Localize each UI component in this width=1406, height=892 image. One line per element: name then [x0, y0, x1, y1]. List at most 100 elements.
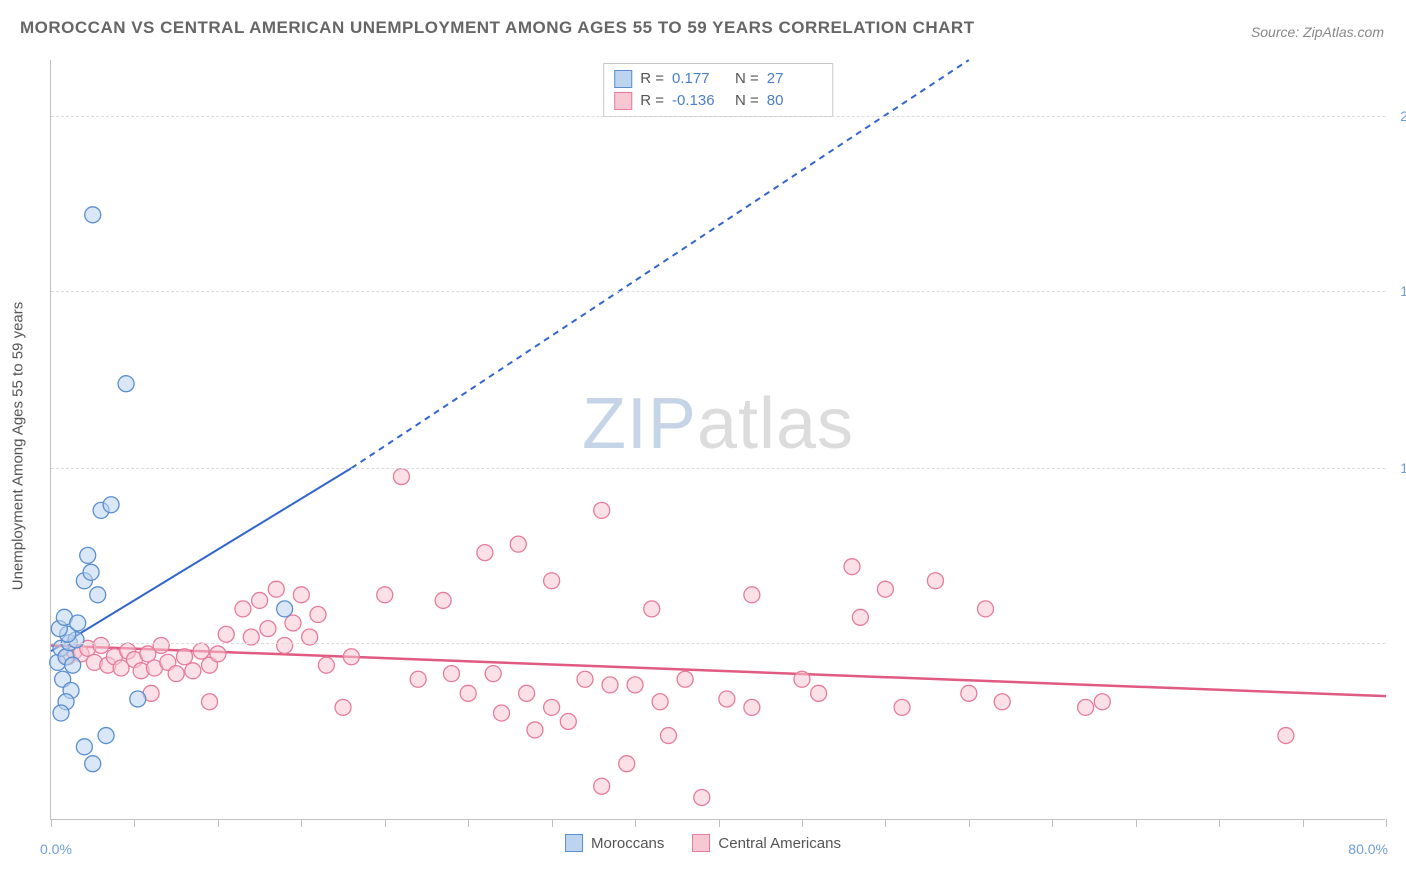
- x-tick: [301, 819, 302, 827]
- data-point-central_americans: [544, 573, 560, 589]
- trend-line-moroccans-dashed: [351, 60, 968, 468]
- x-tick: [552, 819, 553, 827]
- data-point-moroccans: [80, 547, 96, 563]
- data-point-central_americans: [510, 536, 526, 552]
- data-point-central_americans: [877, 581, 893, 597]
- data-point-central_americans: [519, 685, 535, 701]
- data-point-central_americans: [744, 699, 760, 715]
- data-point-central_americans: [202, 694, 218, 710]
- trend-line-moroccans: [51, 468, 351, 651]
- data-point-central_americans: [260, 621, 276, 637]
- data-point-central_americans: [293, 587, 309, 603]
- data-point-central_americans: [994, 694, 1010, 710]
- data-point-central_americans: [494, 705, 510, 721]
- source-attribution: Source: ZipAtlas.com: [1251, 24, 1384, 40]
- plot-area: ZIPatlas R = 0.177 N = 27 R = -0.136 N =…: [50, 60, 1385, 820]
- data-point-moroccans: [53, 705, 69, 721]
- x-tick: [134, 819, 135, 827]
- y-tick-label: 25.0%: [1400, 108, 1406, 124]
- data-point-central_americans: [577, 671, 593, 687]
- data-point-central_americans: [485, 666, 501, 682]
- chart-svg: [51, 60, 1385, 819]
- data-point-central_americans: [660, 728, 676, 744]
- data-point-central_americans: [644, 601, 660, 617]
- legend-label: Moroccans: [591, 835, 664, 852]
- swatch-blue-icon: [565, 834, 583, 852]
- data-point-central_americans: [460, 685, 476, 701]
- data-point-central_americans: [335, 699, 351, 715]
- data-point-central_americans: [435, 592, 451, 608]
- data-point-central_americans: [794, 671, 810, 687]
- data-point-moroccans: [98, 728, 114, 744]
- x-tick: [1303, 819, 1304, 827]
- data-point-central_americans: [193, 643, 209, 659]
- data-point-central_americans: [677, 671, 693, 687]
- data-point-central_americans: [310, 607, 326, 623]
- data-point-central_americans: [852, 609, 868, 625]
- x-tick: [635, 819, 636, 827]
- y-tick-label: 18.8%: [1400, 283, 1406, 299]
- x-tick: [802, 819, 803, 827]
- x-tick: [969, 819, 970, 827]
- x-tick: [1136, 819, 1137, 827]
- gridline: [51, 468, 1385, 469]
- chart-title: MOROCCAN VS CENTRAL AMERICAN UNEMPLOYMEN…: [20, 18, 975, 38]
- legend-item-central: Central Americans: [692, 834, 841, 852]
- data-point-central_americans: [277, 637, 293, 653]
- data-point-central_americans: [153, 637, 169, 653]
- data-point-central_americans: [168, 666, 184, 682]
- data-point-central_americans: [844, 559, 860, 575]
- x-tick: [385, 819, 386, 827]
- x-max-label: 80.0%: [1348, 841, 1388, 857]
- data-point-central_americans: [594, 778, 610, 794]
- data-point-moroccans: [65, 657, 81, 673]
- data-point-central_americans: [927, 573, 943, 589]
- data-point-central_americans: [694, 789, 710, 805]
- x-origin-label: 0.0%: [40, 841, 72, 857]
- data-point-central_americans: [235, 601, 251, 617]
- legend-item-moroccans: Moroccans: [565, 834, 664, 852]
- y-tick-label: 12.5%: [1400, 460, 1406, 476]
- data-point-moroccans: [70, 615, 86, 631]
- data-point-central_americans: [961, 685, 977, 701]
- data-point-central_americans: [318, 657, 334, 673]
- data-point-moroccans: [76, 739, 92, 755]
- data-point-moroccans: [85, 756, 101, 772]
- gridline: [51, 291, 1385, 292]
- x-tick: [885, 819, 886, 827]
- data-point-central_americans: [210, 646, 226, 662]
- data-point-moroccans: [130, 691, 146, 707]
- data-point-central_americans: [218, 626, 234, 642]
- x-tick: [51, 819, 52, 827]
- data-point-central_americans: [619, 756, 635, 772]
- data-point-moroccans: [277, 601, 293, 617]
- data-point-central_americans: [285, 615, 301, 631]
- data-point-central_americans: [393, 469, 409, 485]
- data-point-central_americans: [744, 587, 760, 603]
- data-point-central_americans: [978, 601, 994, 617]
- data-point-central_americans: [652, 694, 668, 710]
- data-point-central_americans: [377, 587, 393, 603]
- data-point-moroccans: [103, 497, 119, 513]
- gridline: [51, 643, 1385, 644]
- swatch-pink-icon: [692, 834, 710, 852]
- data-point-central_americans: [627, 677, 643, 693]
- data-point-moroccans: [90, 587, 106, 603]
- legend-label: Central Americans: [718, 835, 841, 852]
- gridline: [51, 116, 1385, 117]
- y-axis-label: Unemployment Among Ages 55 to 59 years: [10, 302, 27, 591]
- data-point-central_americans: [594, 502, 610, 518]
- data-point-central_americans: [177, 649, 193, 665]
- data-point-central_americans: [894, 699, 910, 715]
- data-point-central_americans: [477, 545, 493, 561]
- trend-line-central: [51, 645, 1386, 696]
- data-point-central_americans: [811, 685, 827, 701]
- legend: Moroccans Central Americans: [557, 832, 849, 854]
- data-point-central_americans: [444, 666, 460, 682]
- data-point-central_americans: [93, 637, 109, 653]
- data-point-central_americans: [268, 581, 284, 597]
- data-point-moroccans: [118, 376, 134, 392]
- data-point-central_americans: [185, 663, 201, 679]
- x-tick: [1052, 819, 1053, 827]
- x-tick: [1386, 819, 1387, 827]
